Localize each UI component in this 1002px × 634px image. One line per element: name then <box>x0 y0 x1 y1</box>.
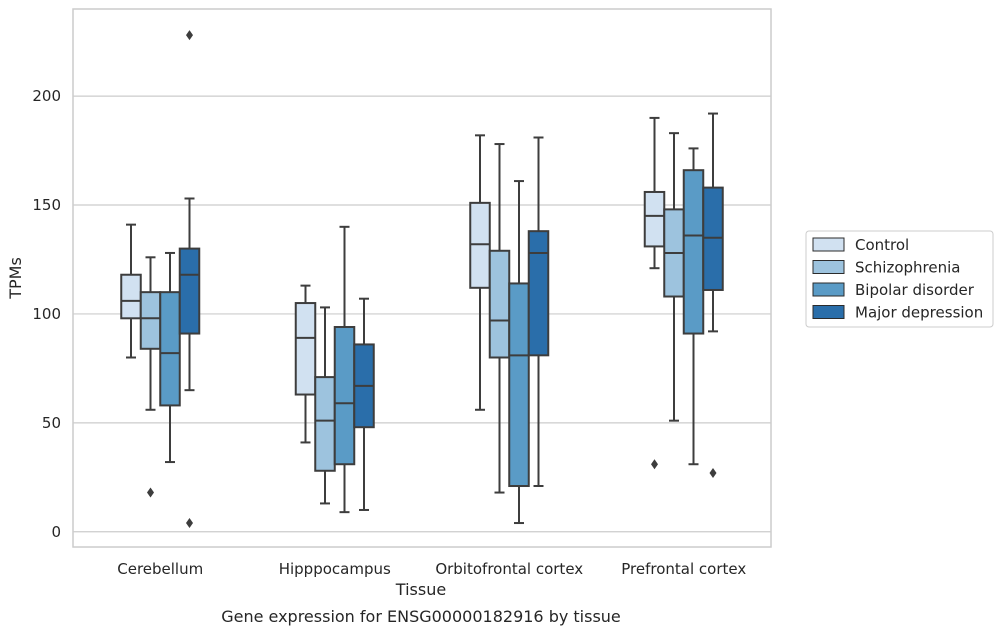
iqr-box <box>702 186 724 291</box>
box-control <box>469 134 491 411</box>
box-series <box>120 30 724 529</box>
iqr-box <box>159 291 181 407</box>
x-tick-labels: Cerebellum Hipppocampus Orbitofrontal cort… <box>117 560 746 578</box>
x-tick-label: Prefrontal cortex <box>621 560 746 578</box>
box-bipolar-disorder <box>508 180 530 525</box>
y-tick-label: 200 <box>32 87 61 105</box>
iqr-box <box>178 247 201 335</box>
legend-label: Bipolar disorder <box>855 281 975 299</box>
box-control <box>643 116 666 470</box>
legend: Control Schizophrenia Bipolar disorder Majo… <box>805 230 994 328</box>
iqr-box <box>488 249 511 359</box>
box-schizophrenia <box>663 132 685 422</box>
legend-swatch <box>812 282 845 297</box>
box-control <box>120 223 142 359</box>
box-control <box>294 284 317 444</box>
outlier-point <box>651 459 658 470</box>
legend-label: Control <box>855 236 909 254</box>
iqr-box <box>314 376 336 472</box>
legend-swatch <box>812 237 845 252</box>
legend-label: Schizophrenia <box>855 259 960 277</box>
box-bipolar-disorder <box>333 225 356 514</box>
legend-swatch <box>812 260 845 274</box>
iqr-box <box>643 190 666 248</box>
outlier-point <box>186 518 193 529</box>
outlier-point <box>147 487 154 498</box>
y-axis-label: TPMs <box>6 257 25 300</box>
iqr-box <box>139 291 162 350</box>
legend-frame <box>805 230 994 328</box>
iqr-box <box>469 201 491 289</box>
box-bipolar-disorder <box>682 147 705 466</box>
outlier-point <box>186 30 193 41</box>
box-schizophrenia <box>488 143 511 494</box>
y-tick-label: 50 <box>42 414 61 432</box>
box-major-depression <box>527 136 550 488</box>
x-axis-label: Tissue <box>395 580 446 599</box>
iqr-box <box>527 230 550 357</box>
box-bipolar-disorder <box>159 251 181 464</box>
iqr-box <box>682 169 705 335</box>
box-schizophrenia <box>314 306 336 505</box>
y-tick-label: 100 <box>32 305 61 323</box>
box-major-depression <box>178 30 201 529</box>
x-tick-label: Orbitofrontal cortex <box>435 560 583 578</box>
iqr-box <box>508 282 530 488</box>
x-tick-label: Hipppocampus <box>279 560 391 578</box>
box-major-depression <box>702 112 724 478</box>
y-tick-labels: 0 50 100 150 200 <box>32 87 61 541</box>
iqr-box <box>333 326 356 466</box>
iqr-box <box>294 302 317 396</box>
box-schizophrenia <box>139 256 162 498</box>
box-major-depression <box>353 297 375 511</box>
iqr-box <box>120 273 142 320</box>
chart-caption: Gene expression for ENSG00000182916 by t… <box>221 607 621 626</box>
legend-label: Major depression <box>855 304 983 322</box>
outlier-point <box>709 467 717 478</box>
plot-area-frame <box>72 8 772 548</box>
y-tick-label: 0 <box>51 523 61 541</box>
x-tick-label: Cerebellum <box>117 560 203 578</box>
legend-swatch <box>812 305 845 319</box>
y-tick-label: 150 <box>32 196 61 214</box>
